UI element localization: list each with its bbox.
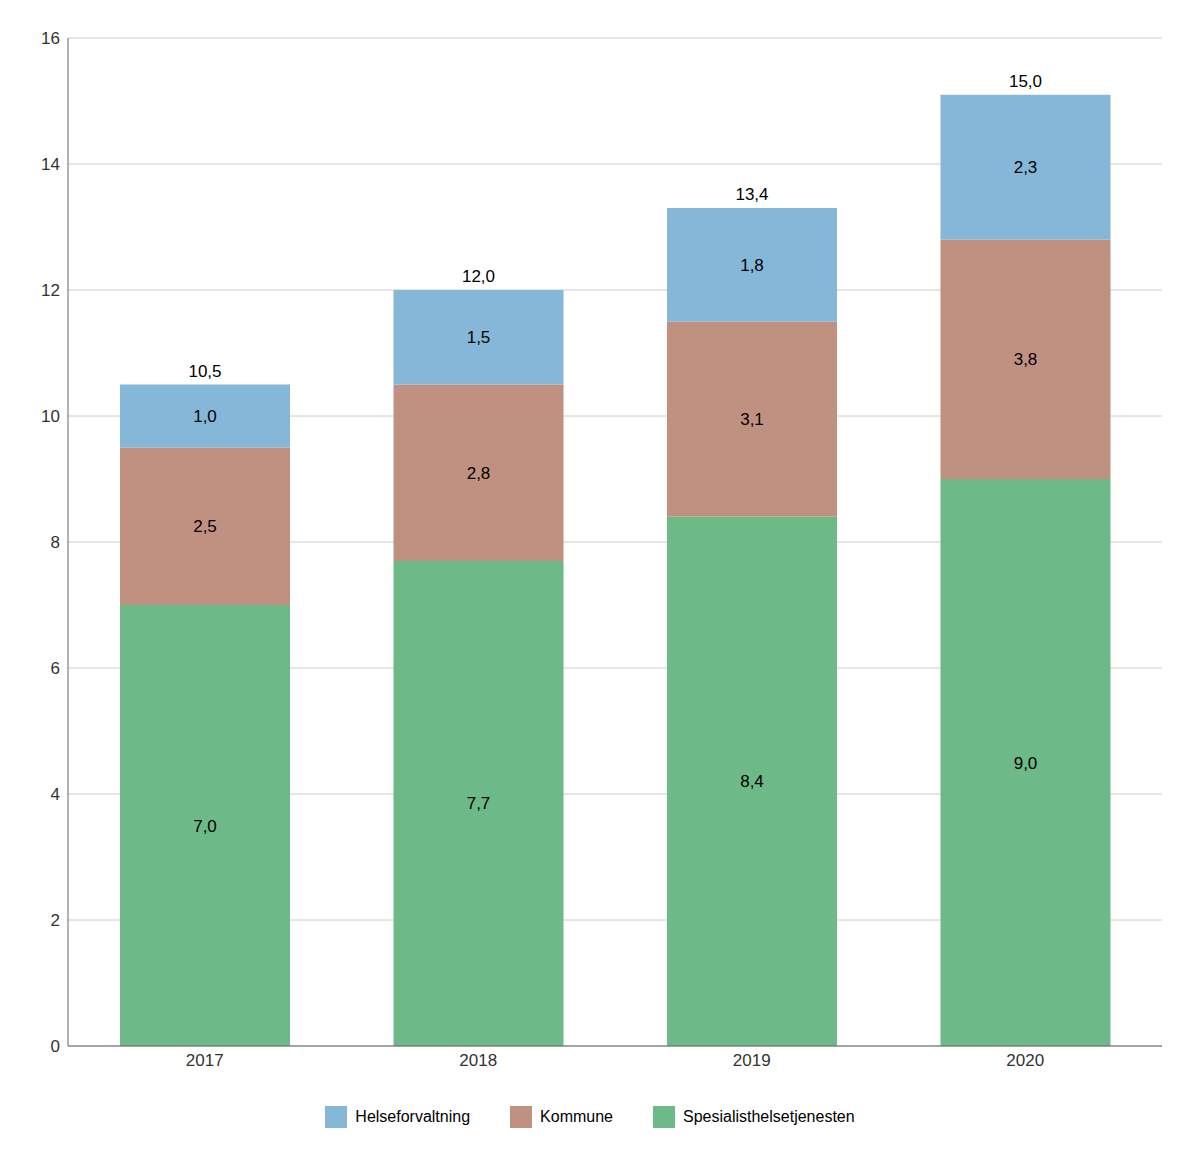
svg-text:10,5: 10,5	[188, 362, 221, 381]
svg-text:8,4: 8,4	[740, 772, 764, 791]
svg-text:2019: 2019	[733, 1051, 771, 1070]
svg-text:10: 10	[41, 407, 60, 426]
svg-text:1,8: 1,8	[740, 256, 764, 275]
svg-text:7,0: 7,0	[193, 817, 217, 836]
svg-text:3,8: 3,8	[1014, 350, 1038, 369]
svg-text:1,5: 1,5	[467, 328, 491, 347]
svg-text:13,4: 13,4	[735, 185, 768, 204]
svg-text:12: 12	[41, 281, 60, 300]
svg-text:2,3: 2,3	[1014, 158, 1038, 177]
svg-text:14: 14	[41, 155, 60, 174]
svg-text:2,5: 2,5	[193, 517, 217, 536]
svg-text:2017: 2017	[186, 1051, 224, 1070]
svg-text:8: 8	[51, 533, 60, 552]
svg-text:9,0: 9,0	[1014, 754, 1038, 773]
svg-text:2020: 2020	[1006, 1051, 1044, 1070]
svg-text:6: 6	[51, 659, 60, 678]
svg-text:1,0: 1,0	[193, 407, 217, 426]
html-text:Spesialisthelsetjenesten: Spesialisthelsetjenesten	[683, 1108, 855, 1125]
svg-text:7,7: 7,7	[467, 794, 491, 813]
svg-text:12,0: 12,0	[462, 267, 495, 286]
html-text:Helseforvaltning: Helseforvaltning	[355, 1108, 471, 1125]
html-text:Kommune: Kommune	[540, 1108, 613, 1125]
svg-text:2018: 2018	[459, 1051, 497, 1070]
svg-text:2: 2	[51, 911, 60, 930]
svg-text:3,1: 3,1	[740, 410, 764, 429]
svg-text:4: 4	[51, 785, 60, 804]
svg-text:2,8: 2,8	[467, 464, 491, 483]
svg-text:0: 0	[51, 1037, 60, 1056]
svg-text:15,0: 15,0	[1009, 72, 1042, 91]
svg-text:16: 16	[41, 29, 60, 48]
